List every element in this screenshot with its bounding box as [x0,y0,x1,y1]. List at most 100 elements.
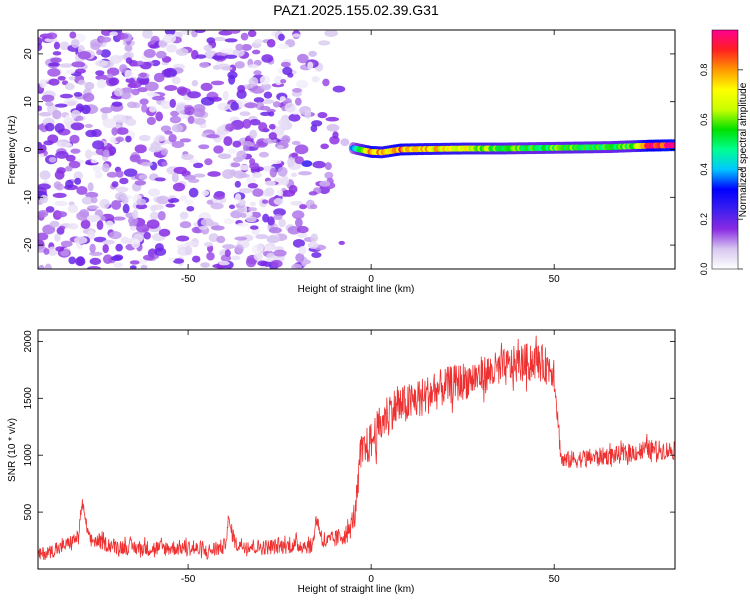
heatmap-cell [277,166,288,177]
heatmap-cell [81,104,91,115]
heatmap-cell [332,131,339,139]
heatmap-cell [115,243,123,252]
snr-panel: -50 0 50 500 1000 1500 2000 Height of straigh… [7,329,676,595]
heatmap-cell [186,205,195,212]
heatmap-cell [179,195,188,201]
heatmap-cell [272,101,281,108]
heatmap-cell [270,159,282,165]
heatmap-cell [154,177,166,182]
heatmap-cell [273,208,286,217]
heatmap-cell [268,132,278,140]
heatmap-cell [230,101,239,111]
heatmap-cell [266,108,276,113]
heatmap-cell [89,257,102,265]
heatmap-cell [55,150,69,159]
heatmap-cell [290,200,304,206]
heatmap-cell [245,257,257,268]
heatmap-cell [249,225,259,230]
heatmap-cell [270,259,283,268]
heatmap-cell [113,262,124,268]
heatmap-cell [69,134,80,144]
heatmap-cell [203,241,213,247]
heatmap-cell [84,123,93,128]
heatmap-cell [204,158,213,166]
heatmap-cell [253,59,262,66]
heatmap-cell [265,245,274,252]
heatmap-cell [292,33,301,38]
heatmap-cell [252,171,263,178]
heatmap-cell [296,225,309,234]
heatmap-cell [38,105,43,112]
heatmap-cell [273,197,284,205]
heatmap-cell [92,165,103,172]
heatmap-cell [298,245,307,255]
heatmap-cell [211,55,226,60]
heatmap-cell [111,181,119,188]
heatmap-cell [140,161,153,167]
heatmap-cell [227,148,237,155]
heatmap-cell [234,180,241,188]
heatmap-cell [95,59,108,67]
heatmap-cell [248,207,258,212]
heatmap-cell [169,115,182,124]
heatmap-cell [279,96,286,102]
heatmap-cell [232,48,245,57]
heatmap-cell [38,264,45,269]
heatmap-cell [75,68,87,74]
heatmap-cell [324,162,332,171]
heatmap-cell [296,79,309,89]
heatmap-cell [236,222,249,227]
heatmap-cell [143,231,151,240]
heatmap-cell [291,210,305,220]
heatmap-cell [105,220,114,229]
heatmap-cell [136,198,147,206]
heatmap-cell [70,38,80,49]
heatmap-cell [269,167,277,178]
heatmap-cell [95,70,105,76]
heatmap-cell [298,171,312,176]
heatmap-cell [93,236,107,243]
heatmap-cell [210,202,224,210]
heatmap-cell [224,54,238,59]
heatmap-cell [43,248,50,255]
heatmap-cell [238,199,246,207]
heatmap-cell [81,196,94,205]
heatmap-cell [154,243,164,252]
heatmap-cell [47,68,61,77]
heatmap-cell [126,101,137,109]
heatmap-cell [38,147,45,154]
heatmap-cell [55,211,68,218]
x-axis-label-bottom: Height of straight line (km) [298,584,415,595]
heatmap-cell [58,225,66,231]
heatmap-cell [258,151,269,158]
heatmap-cell [77,79,86,86]
heatmap-cell [218,30,233,36]
heatmap-cell [320,143,329,150]
heatmap-cell [284,102,296,113]
heatmap-cell [151,146,164,151]
heatmap-cell [90,42,101,51]
heatmap-cell [332,85,346,93]
heatmap-cell [74,236,88,244]
heatmap-cell [273,249,287,257]
heatmap-cell [187,91,201,99]
heatmap-cell [116,127,129,135]
heatmap-cell [121,33,129,39]
snr-series-line [38,335,675,560]
heatmap-cell [115,136,124,143]
heatmap-cell [96,220,104,231]
heatmap-cell [171,172,179,183]
heatmap-cell [119,177,129,185]
heatmap-cell [171,141,185,149]
heatmap-cell [222,90,229,101]
heatmap-cell [193,162,204,169]
heatmap-cell [39,194,49,204]
heatmap-cell [264,180,276,187]
y-tick-label-bottom: 1000 [23,444,34,467]
y-tick-label-top: -10 [23,190,34,205]
y-tick-label-bottom: 1500 [23,387,34,410]
heatmap-cell [198,225,208,230]
heatmap-cell [56,167,66,174]
heatmap-cell [124,44,133,52]
